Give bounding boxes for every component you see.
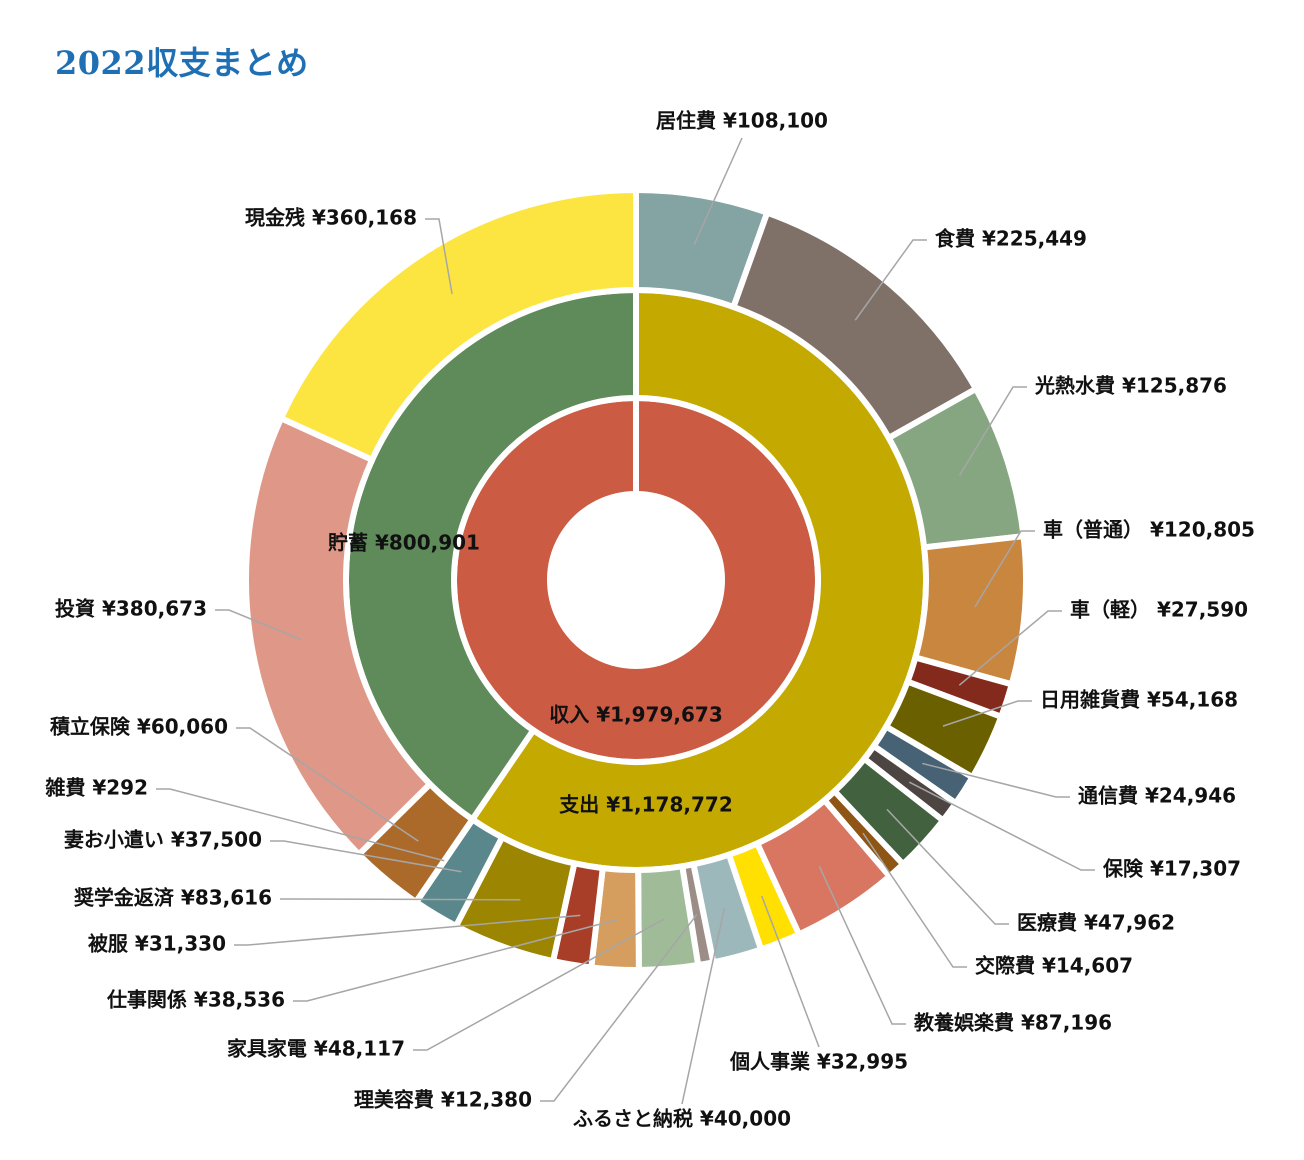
leader-line-22: [425, 218, 453, 295]
label-middle-0: 支出 ¥1,178,772: [559, 793, 733, 817]
label-outer-0: 居住費 ¥108,100: [656, 109, 828, 133]
outer-ring: [243, 186, 1029, 974]
leader-line-2: [958, 386, 1027, 476]
leader-lines: [156, 137, 1095, 1105]
label-income: 収入 ¥1,979,673: [549, 703, 723, 727]
label-outer-17: 奨学金返済 ¥83,616: [73, 886, 272, 910]
leader-line-14: [413, 918, 665, 1051]
label-outer-11: 個人事業 ¥32,995: [729, 1050, 908, 1074]
label-outer-2: 光熱水費 ¥125,876: [1034, 374, 1227, 398]
leader-line-5: [942, 700, 1032, 727]
leader-line-15: [293, 918, 618, 1002]
leader-line-17: [280, 898, 521, 901]
leader-line-18: [270, 840, 462, 873]
leader-line-21: [215, 609, 302, 641]
label-outer-3: 車（普通） ¥120,805: [1043, 518, 1255, 542]
label-outer-6: 通信費 ¥24,946: [1078, 784, 1236, 808]
leader-line-6: [922, 762, 1070, 798]
leader-line-11: [761, 895, 820, 1048]
label-outer-22: 現金残 ¥360,168: [245, 206, 417, 230]
leader-line-1: [854, 239, 927, 321]
label-outer-14: 家具家電 ¥48,117: [227, 1037, 405, 1061]
leader-line-4: [958, 610, 1062, 686]
leader-line-0: [693, 137, 743, 246]
leader-line-12: [681, 908, 726, 1105]
label-outer-7: 保険 ¥17,307: [1102, 857, 1241, 881]
outer-segment-22: [277, 186, 639, 464]
label-outer-18: 妻お小遣い ¥37,500: [64, 828, 262, 852]
label-outer-5: 日用雑貨費 ¥54,168: [1040, 688, 1238, 712]
leader-line-8: [886, 808, 1009, 925]
leader-line-9: [862, 832, 967, 968]
leader-line-20: [236, 727, 419, 842]
data-labels: 収入 ¥1,979,673 支出 ¥1,178,772 貯蓄 ¥800,901 居住費…: [44, 109, 1255, 1131]
label-outer-13: 理美容費 ¥12,380: [354, 1088, 532, 1112]
label-outer-15: 仕事関係 ¥38,536: [106, 988, 285, 1012]
leader-line-13: [540, 914, 698, 1102]
label-outer-19: 雑費 ¥292: [44, 776, 148, 800]
leader-line-3: [974, 530, 1035, 608]
label-outer-9: 交際費 ¥14,607: [975, 954, 1133, 978]
label-outer-4: 車（軽） ¥27,590: [1070, 598, 1248, 622]
label-outer-8: 医療費 ¥47,962: [1017, 911, 1175, 935]
leader-line-19: [156, 788, 445, 862]
label-middle-1: 貯蓄 ¥800,901: [328, 531, 480, 555]
label-outer-21: 投資 ¥380,673: [55, 597, 207, 621]
label-outer-10: 教養娯楽費 ¥87,196: [914, 1011, 1112, 1035]
label-outer-20: 積立保険 ¥60,060: [50, 715, 228, 739]
chart-title: 2022収支まとめ: [55, 44, 309, 82]
label-outer-16: 被服 ¥31,330: [88, 932, 226, 956]
leader-line-10: [818, 866, 906, 1025]
label-outer-12: ふるさと納税 ¥40,000: [573, 1107, 791, 1131]
leader-line-7: [909, 781, 1095, 871]
label-outer-1: 食費 ¥225,449: [935, 227, 1087, 251]
leader-line-16: [234, 914, 581, 946]
